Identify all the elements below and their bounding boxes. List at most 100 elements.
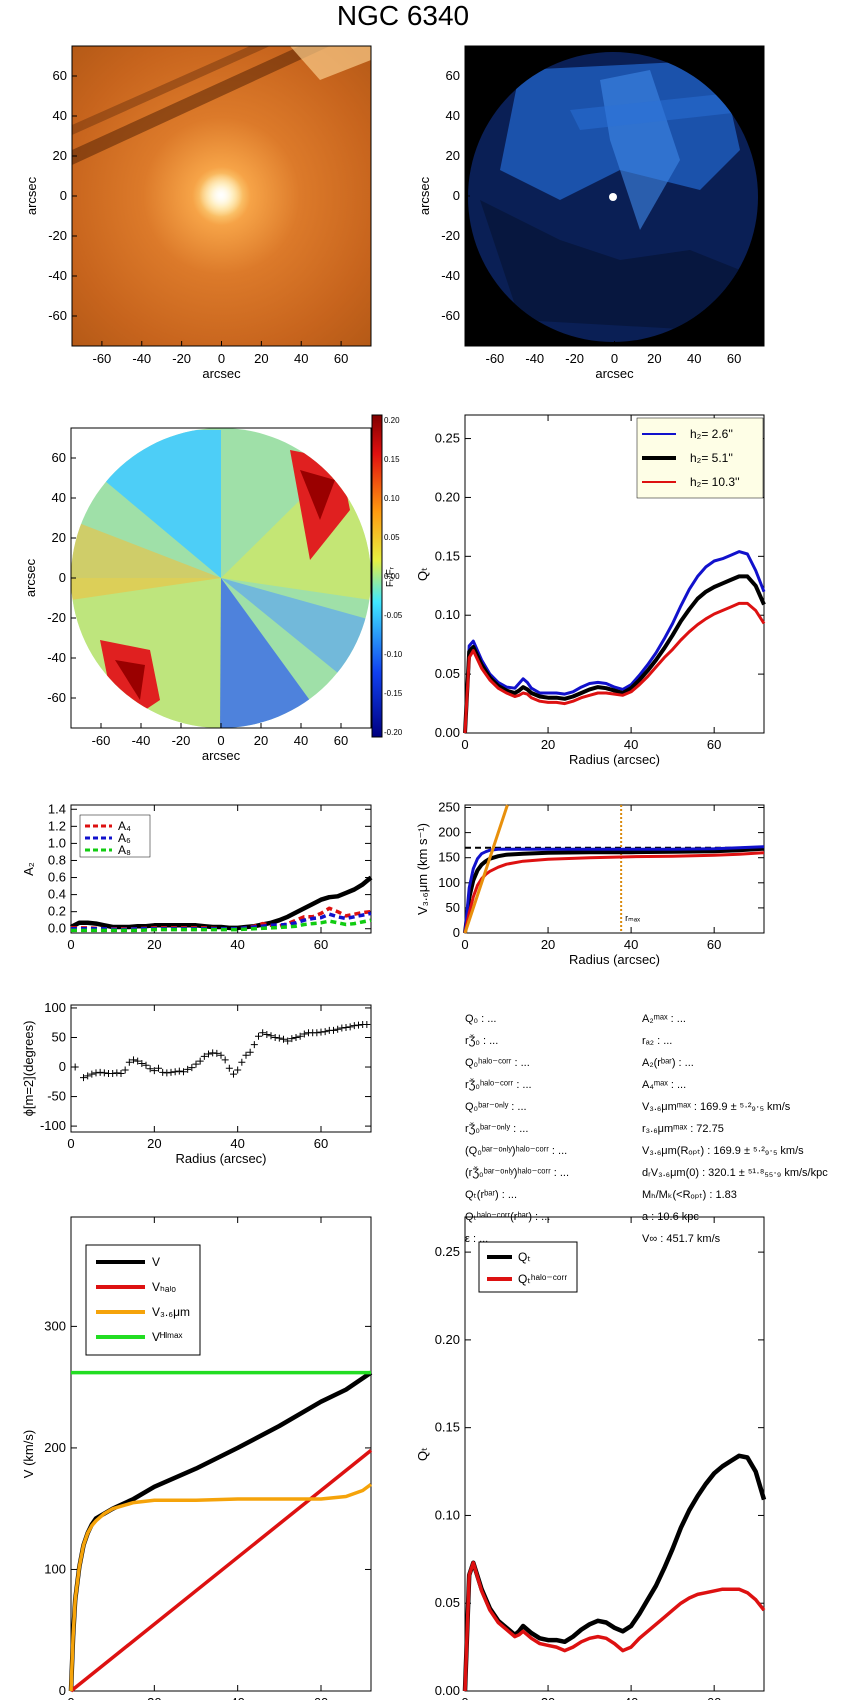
y-axis-label: Qₜ xyxy=(415,567,430,581)
info-line: rǮ₀ : ... xyxy=(465,1034,498,1047)
x-axis-label: Radius (arcsec) xyxy=(569,952,660,967)
y-tick-label: 250 xyxy=(438,800,460,815)
image-axis-group: -60 -60 -40 -40 -20 -20 0 0 20 20 40 40 60 60 arcsec ar… xyxy=(23,450,348,763)
x-tick-label: 0 xyxy=(67,937,74,952)
x-tick-label: -20 xyxy=(172,733,191,748)
data-point xyxy=(171,1068,179,1076)
x-axis-label: arcsec xyxy=(202,366,241,381)
data-point xyxy=(338,1024,346,1032)
data-point xyxy=(225,1064,233,1072)
x-tick-label: -40 xyxy=(132,351,151,366)
series-line xyxy=(463,804,509,934)
data-point xyxy=(250,1041,258,1049)
data-point xyxy=(192,1060,200,1068)
y-axis-label: arcsec xyxy=(417,176,432,215)
series-line xyxy=(463,846,765,934)
series-line xyxy=(463,601,766,734)
y-axis-label: A₂ xyxy=(21,862,36,876)
data-point xyxy=(146,1065,154,1073)
info-line: Q₀ʰᵃˡᵒ⁻ᶜᵒʳʳ : ... xyxy=(465,1057,530,1069)
info-line: Q₀ : ... xyxy=(465,1013,496,1025)
colorbar-tick-label: -0.20 xyxy=(384,728,403,737)
y-axis-label: V₃.₆μm (km s⁻¹) xyxy=(415,823,430,915)
y-tick-label: -50 xyxy=(47,1089,66,1104)
series-line xyxy=(463,1561,766,1692)
y-tick-label: -20 xyxy=(48,228,67,243)
legend-label: Qₜ xyxy=(518,1250,531,1264)
data-point xyxy=(267,1032,275,1040)
data-point xyxy=(113,1069,121,1077)
image-axis-group: -60 -60 -40 -40 -20 -20 0 0 20 20 40 40 60 60 arcsec ar… xyxy=(24,68,348,381)
x-tick-label: 0 xyxy=(611,351,618,366)
plot-frame xyxy=(464,804,765,934)
y-tick-label: 0.2 xyxy=(48,904,66,919)
y-tick-label: -60 xyxy=(48,308,67,323)
info-line: rǮ₀ʰᵃˡᵒ⁻ᶜᵒʳʳ : ... xyxy=(465,1078,532,1091)
y-tick-label: 0.4 xyxy=(48,887,66,902)
y-tick-label: 1.2 xyxy=(48,818,66,833)
plot-frame xyxy=(464,1216,765,1692)
data-point xyxy=(213,1049,221,1057)
x-tick-label: 0 xyxy=(67,1136,74,1151)
y-tick-label: -40 xyxy=(48,268,67,283)
info-line: a : 10.6 kpc xyxy=(642,1211,699,1223)
data-point xyxy=(130,1056,137,1064)
legend-fourier: A₄ A₆ A₈ xyxy=(79,814,151,858)
y-tick-label: 0.15 xyxy=(435,1420,460,1435)
data-point xyxy=(138,1059,146,1067)
data-point xyxy=(142,1061,150,1069)
legend-label: V xyxy=(152,1255,160,1269)
x-tick-label: 20 xyxy=(147,937,161,952)
data-point xyxy=(84,1072,92,1080)
info-line: A₄ᵐᵃˣ : ... xyxy=(642,1079,686,1091)
y-tick-label: 0.10 xyxy=(435,607,460,622)
x-tick-label: 20 xyxy=(254,351,268,366)
x-axis-label: Radius (arcsec) xyxy=(569,752,660,767)
image-axis-group: -60 -60 -40 -40 -20 -20 0 0 20 20 40 40 60 60 arcsec ar… xyxy=(417,68,741,381)
y-tick-label: 0.0 xyxy=(48,921,66,936)
y-tick-label: 100 xyxy=(44,1561,66,1576)
y-tick-label: -40 xyxy=(47,650,66,665)
x-tick-label: 60 xyxy=(707,737,721,752)
chart-fourier: 0 20 40 60 0.0 0.2 0.4 0.6 0.8 1.0 1.2 1.4 A₂ xyxy=(21,801,373,952)
legend-label: h₂= 2.6'' xyxy=(690,427,733,441)
colorbar-tick-label: 0.15 xyxy=(384,455,400,464)
y-tick-label: 300 xyxy=(44,1318,66,1333)
legend-label: h₂= 5.1'' xyxy=(690,451,733,465)
data-point xyxy=(163,1069,171,1077)
y-tick-label: 40 xyxy=(446,108,460,123)
data-point xyxy=(159,1068,167,1076)
galaxy-image-panel xyxy=(71,45,372,347)
data-point xyxy=(88,1070,96,1078)
data-point xyxy=(217,1051,225,1059)
figure-title: NGC 6340 xyxy=(337,0,469,31)
y-tick-label: 1.4 xyxy=(48,801,66,816)
y-tick-label: 0 xyxy=(453,925,460,940)
info-line: V₃.₆μmᵐᵃˣ : 169.9 ± ⁵·²₉·₅ km/s xyxy=(642,1101,791,1113)
plot-frame xyxy=(70,1216,372,1692)
data-point xyxy=(288,1035,296,1043)
colorbar-tick-label: 0.05 xyxy=(384,533,400,542)
residual-image-panel xyxy=(464,45,765,347)
y-tick-label: -60 xyxy=(47,690,66,705)
info-line: A₂ᵐᵃˣ : ... xyxy=(642,1013,686,1025)
info-line: Q₀ᵇᵃʳ⁻ᵒⁿˡʸ : ... xyxy=(465,1101,527,1113)
y-tick-label: 0.15 xyxy=(435,548,460,563)
legend-label: Vᴴᴵᵐᵃˣ xyxy=(152,1330,182,1344)
data-point xyxy=(209,1049,217,1057)
x-tick-label: 0 xyxy=(217,733,224,748)
data-point xyxy=(205,1050,212,1058)
info-line: V∞ : 451.7 km/s xyxy=(642,1233,721,1245)
x-tick-label: 20 xyxy=(147,1695,161,1700)
x-tick-label: 60 xyxy=(334,351,348,366)
data-point xyxy=(355,1021,362,1029)
x-tick-label: 40 xyxy=(687,351,701,366)
y-tick-label: 0.10 xyxy=(435,1507,460,1522)
x-axis-label: arcsec xyxy=(595,366,634,381)
y-tick-label: 0 xyxy=(60,188,67,203)
data-point xyxy=(80,1074,87,1082)
data-point xyxy=(92,1069,100,1077)
x-tick-label: -60 xyxy=(92,733,111,748)
